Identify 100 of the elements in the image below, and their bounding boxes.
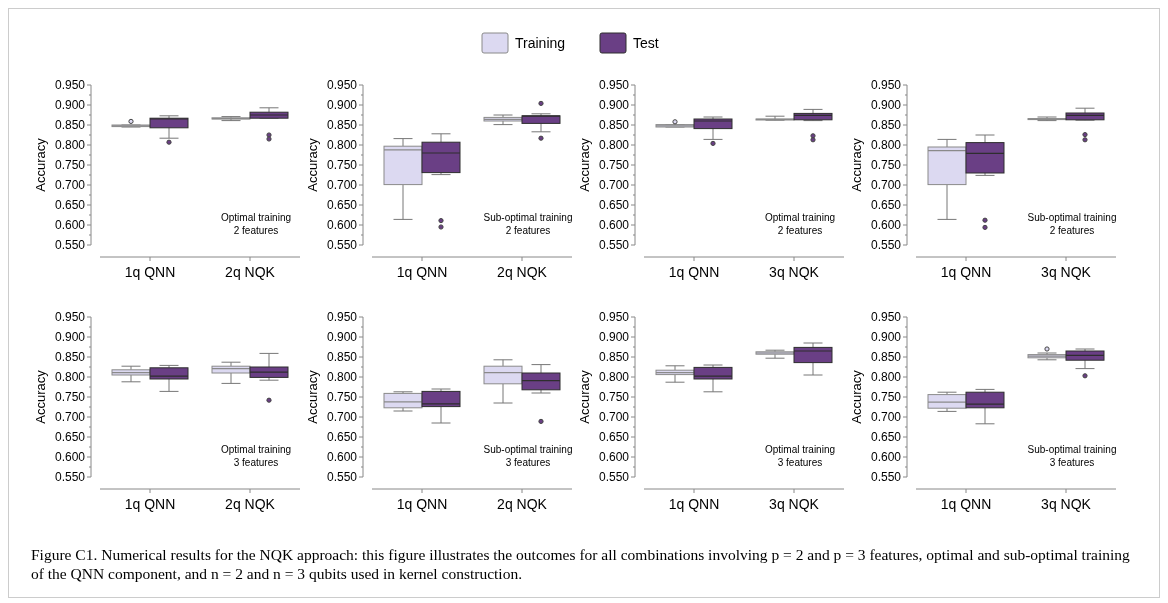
x-tick-label: 1q QNN	[396, 264, 448, 280]
y-tick-label: 0.800	[598, 138, 630, 153]
x-tick-label: 2q NQK	[225, 264, 276, 280]
x-tick-label: 1q QNN	[396, 496, 448, 512]
y-tick-label: 0.700	[54, 410, 86, 425]
annotation: Sub-optimal training	[1027, 212, 1117, 223]
y-tick-label: 0.550	[326, 238, 358, 253]
x-tick-label: 1q QNN	[940, 264, 992, 280]
annotation: 2 features	[233, 225, 279, 236]
y-tick-label: 0.800	[870, 138, 902, 153]
annotation: Optimal training	[764, 444, 836, 455]
y-axis-title: Accuracy	[33, 369, 48, 424]
y-tick-label: 0.700	[326, 410, 358, 425]
y-tick-label: 0.950	[870, 78, 902, 93]
y-tick-label: 0.700	[870, 178, 902, 193]
y-tick-label: 0.900	[54, 98, 86, 113]
y-tick-label: 0.650	[598, 198, 630, 213]
y-tick-label: 0.850	[54, 350, 86, 365]
y-tick-label: 0.950	[598, 310, 630, 325]
y-tick-label: 0.750	[598, 158, 630, 173]
annotation: 3 features	[777, 457, 823, 468]
y-axis-title: Accuracy	[577, 369, 592, 424]
y-axis-title: Accuracy	[33, 137, 48, 192]
y-tick-label: 0.550	[326, 470, 358, 485]
y-tick-label: 0.950	[54, 78, 86, 93]
y-tick-label: 0.950	[326, 78, 358, 93]
y-tick-label: 0.800	[870, 370, 902, 385]
annotation: Optimal training	[220, 212, 292, 223]
y-tick-label: 0.950	[598, 78, 630, 93]
annotation: 2 features	[1049, 225, 1095, 236]
y-tick-label: 0.650	[326, 198, 358, 213]
y-tick-label: 0.850	[870, 118, 902, 133]
annotation: 2 features	[505, 225, 551, 236]
annotation: 3 features	[1049, 457, 1095, 468]
y-tick-label: 0.650	[326, 430, 358, 445]
x-tick-label: 1q QNN	[668, 264, 720, 280]
annotation: Sub-optimal training	[1027, 444, 1117, 455]
x-tick-label: 2q NQK	[497, 264, 548, 280]
y-tick-label: 0.700	[870, 410, 902, 425]
y-tick-label: 0.850	[598, 118, 630, 133]
x-tick-label: 2q NQK	[497, 496, 548, 512]
y-tick-label: 0.600	[598, 218, 630, 233]
x-tick-label: 1q QNN	[940, 496, 992, 512]
y-axis-title: Accuracy	[305, 137, 320, 192]
x-tick-label: 1q QNN	[124, 496, 176, 512]
y-tick-label: 0.550	[870, 470, 902, 485]
y-tick-label: 0.650	[54, 430, 86, 445]
y-axis-title: Accuracy	[849, 369, 864, 424]
y-tick-label: 0.800	[598, 370, 630, 385]
y-tick-label: 0.950	[326, 310, 358, 325]
y-tick-label: 0.750	[326, 390, 358, 405]
x-tick-label: 1q QNN	[668, 496, 720, 512]
y-tick-label: 0.800	[326, 138, 358, 153]
y-tick-label: 0.600	[870, 450, 902, 465]
y-tick-label: 0.550	[598, 470, 630, 485]
y-tick-label: 0.550	[870, 238, 902, 253]
annotation: Optimal training	[764, 212, 836, 223]
y-tick-label: 0.600	[870, 218, 902, 233]
y-tick-label: 0.800	[54, 138, 86, 153]
x-tick-label: 3q NQK	[769, 264, 820, 280]
annotation: 3 features	[505, 457, 551, 468]
annotation: Sub-optimal training	[483, 212, 573, 223]
y-tick-label: 0.900	[598, 330, 630, 345]
y-tick-label: 0.750	[598, 390, 630, 405]
y-tick-label: 0.600	[54, 450, 86, 465]
y-tick-label: 0.700	[326, 178, 358, 193]
y-axis-title: Accuracy	[849, 137, 864, 192]
y-tick-label: 0.950	[54, 310, 86, 325]
annotation: Sub-optimal training	[483, 444, 573, 455]
annotation: Optimal training	[220, 444, 292, 455]
y-tick-label: 0.700	[54, 178, 86, 193]
x-tick-label: 2q NQK	[225, 496, 276, 512]
y-tick-label: 0.750	[326, 158, 358, 173]
y-tick-label: 0.650	[598, 430, 630, 445]
x-tick-label: 1q QNN	[124, 264, 176, 280]
y-tick-label: 0.900	[54, 330, 86, 345]
y-tick-label: 0.850	[326, 350, 358, 365]
y-tick-label: 0.850	[326, 118, 358, 133]
y-tick-label: 0.750	[870, 158, 902, 173]
x-tick-label: 3q NQK	[1041, 496, 1092, 512]
y-tick-label: 0.900	[326, 98, 358, 113]
y-tick-label: 0.950	[870, 310, 902, 325]
y-tick-label: 0.650	[54, 198, 86, 213]
y-tick-label: 0.800	[54, 370, 86, 385]
y-tick-label: 0.600	[598, 450, 630, 465]
y-tick-label: 0.850	[598, 350, 630, 365]
y-tick-label: 0.700	[598, 178, 630, 193]
y-tick-label: 0.550	[54, 238, 86, 253]
y-tick-label: 0.750	[870, 390, 902, 405]
y-axis-title: Accuracy	[305, 369, 320, 424]
y-tick-label: 0.800	[326, 370, 358, 385]
annotation: 3 features	[233, 457, 279, 468]
legend-label: Test	[633, 34, 659, 51]
y-tick-label: 0.900	[870, 330, 902, 345]
y-tick-label: 0.700	[598, 410, 630, 425]
x-tick-label: 3q NQK	[769, 496, 820, 512]
caption: Figure C1. Numerical results for the NQK approach: this figure illustrates the outcomes for all combinations involving p = 2 and p = 3 features, optimal and sub-optimal training of the QNN component, and n = 2 and n = 3 qubits used in kernel construction.	[30, 545, 1131, 584]
legend-label: Training	[515, 34, 566, 51]
y-axis-title: Accuracy	[577, 137, 592, 192]
y-tick-label: 0.550	[54, 470, 86, 485]
